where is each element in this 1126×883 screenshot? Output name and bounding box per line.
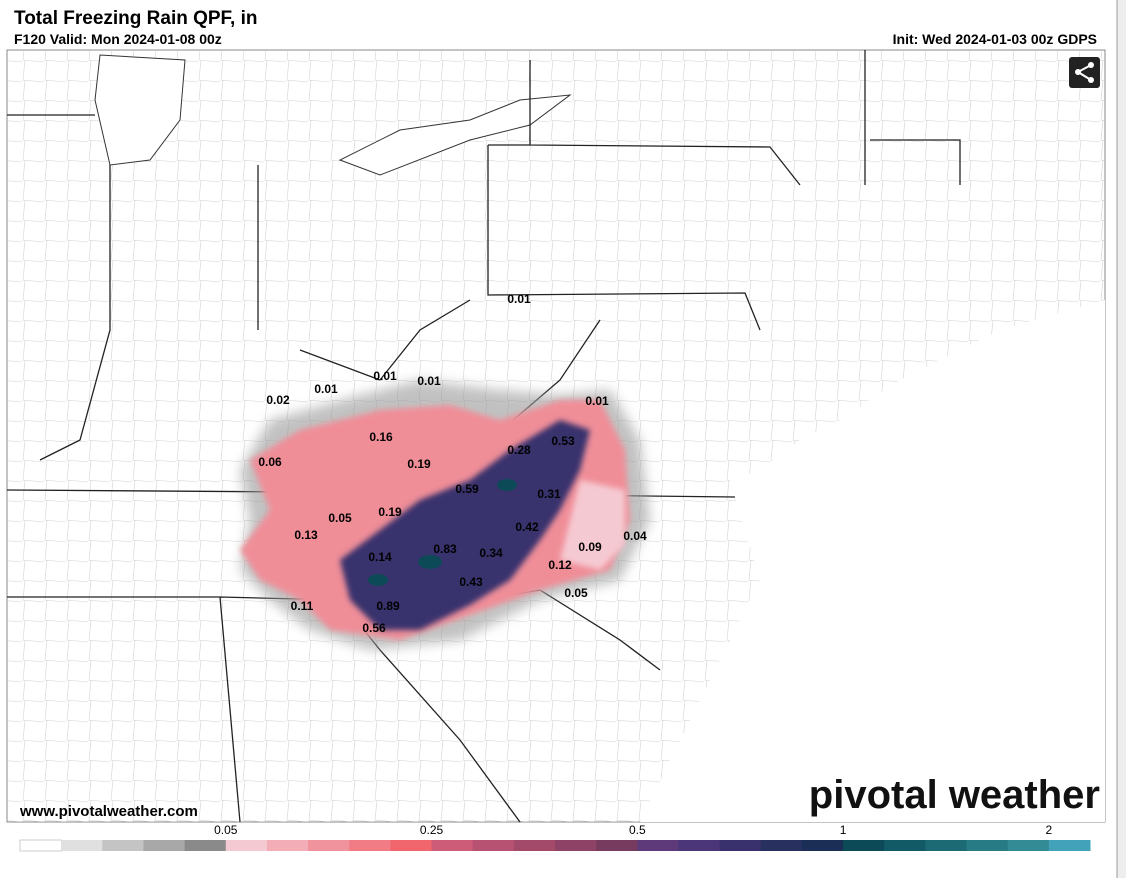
colorbar-swatch (308, 840, 350, 851)
precip-teal (497, 479, 517, 491)
lake-erie (338, 94, 572, 176)
colorbar-tick-label: 2 (1046, 823, 1053, 837)
colorbar-swatch (596, 840, 638, 851)
colorbar-swatch (102, 840, 144, 851)
value-label: 0.12 (548, 558, 572, 572)
value-label: 0.09 (578, 540, 602, 554)
share-icon-bg[interactable] (1069, 57, 1100, 88)
value-label: 0.53 (551, 434, 575, 448)
colorbar-swatch (225, 840, 268, 851)
colorbar-swatch (925, 840, 968, 851)
ocean (640, 300, 1105, 822)
value-label: 0.19 (407, 457, 431, 471)
colorbar-swatch (884, 840, 926, 851)
colorbar-swatch (19, 839, 63, 852)
share-button[interactable] (1069, 57, 1100, 88)
value-label: 0.01 (417, 374, 441, 388)
value-label: 0.05 (328, 511, 352, 525)
value-label: 0.42 (515, 520, 539, 534)
colorbar-swatch (843, 840, 885, 851)
colorbar-swatch (1048, 840, 1091, 851)
value-label: 0.89 (376, 599, 400, 613)
value-label: 0.01 (314, 382, 338, 396)
colorbar-swatch (1007, 840, 1050, 851)
map: 0.01 0.02 0.01 0.01 0.01 0.01 0.16 0.53 0.28 0.06… (6, 49, 1106, 823)
precip-teal (368, 574, 388, 586)
value-label: 0.01 (373, 369, 397, 383)
value-labels: 0.01 0.02 0.01 0.01 0.01 0.01 0.16 0.53 0.28 0.06… (258, 292, 647, 635)
value-label: 0.14 (368, 550, 392, 564)
value-label: 0.02 (266, 393, 290, 407)
colorbar-swatch (184, 840, 227, 851)
colorbar-tick-label: 0.05 (214, 823, 238, 837)
value-label: 0.05 (564, 586, 588, 600)
value-label: 0.06 (258, 455, 282, 469)
value-label: 0.59 (455, 482, 479, 496)
scrollbar (1117, 0, 1126, 878)
colorbar-swatch (143, 840, 186, 851)
colorbar-swatch (61, 840, 103, 851)
value-label: 0.28 (507, 443, 531, 457)
colorbar-swatch (431, 840, 474, 851)
colorbar-tick-label: 1 (840, 823, 847, 837)
value-label: 0.43 (459, 575, 483, 589)
title: Total Freezing Rain QPF, in (14, 8, 258, 29)
valid-time: F120 Valid: Mon 2024-01-08 00z (14, 31, 222, 47)
value-label: 0.34 (479, 546, 503, 560)
value-label: 0.19 (378, 505, 402, 519)
value-label: 0.13 (294, 528, 318, 542)
value-label: 0.16 (369, 430, 393, 444)
colorbar-tick-label: 0.25 (420, 823, 444, 837)
value-label: 0.01 (585, 394, 609, 408)
colorbar-swatch (678, 840, 721, 851)
init-time: Init: Wed 2024-01-03 00z GDPS (893, 31, 1097, 47)
value-label: 0.11 (291, 599, 314, 613)
colorbar-swatch (472, 840, 515, 851)
colorbar-swatch (966, 840, 1009, 851)
brand-logo: pivotal weather (809, 773, 1100, 817)
value-label: 0.31 (537, 487, 561, 501)
value-label: 0.01 (507, 292, 531, 306)
colorbar-swatch (349, 840, 391, 851)
colorbar-swatch (760, 840, 803, 851)
colorbar-tick-label: 0.5 (629, 823, 646, 837)
colorbar: 0.05 0.25 0.5 1 2 (19, 823, 1091, 852)
value-label: 0.04 (623, 529, 647, 543)
watermark-url: www.pivotalweather.com (19, 803, 198, 820)
colorbar-swatch (801, 840, 844, 851)
lake-michigan (94, 54, 186, 166)
colorbar-swatch (719, 840, 762, 851)
value-label: 0.56 (362, 621, 386, 635)
colorbar-swatch (555, 840, 597, 851)
colorbar-swatch (266, 840, 309, 851)
colorbar-swatch (390, 840, 433, 851)
precip-light-pink (560, 480, 625, 570)
value-label: 0.83 (433, 542, 457, 556)
colorbar-swatch (513, 840, 556, 851)
precip-teal (418, 555, 442, 569)
colorbar-swatch (637, 840, 679, 851)
precip-purple (340, 420, 590, 630)
